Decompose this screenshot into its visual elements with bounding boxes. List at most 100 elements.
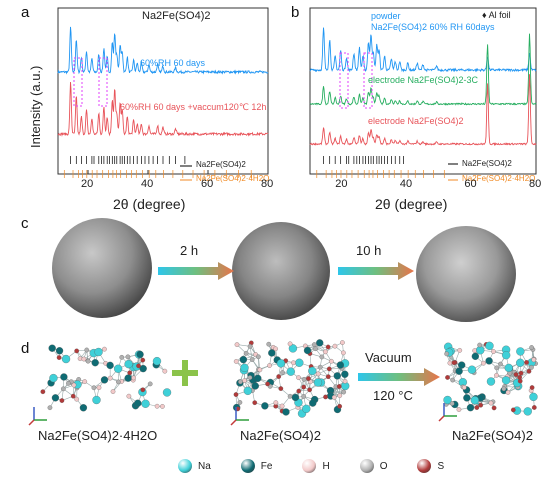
atom [100, 376, 109, 384]
atom [127, 370, 133, 376]
atom [265, 381, 270, 387]
atom [463, 394, 471, 402]
atom [471, 352, 479, 360]
chart-b-xlabel: 2θ (degree) [375, 196, 448, 212]
atom [113, 364, 123, 373]
atom [336, 384, 342, 389]
atom [312, 342, 317, 347]
atom [147, 381, 153, 387]
panel-letter-d: d [21, 340, 30, 357]
chart-a-xtick-labels: 20 40 60 80 [44, 178, 274, 192]
atom [136, 350, 144, 359]
atom [49, 373, 58, 383]
atom [61, 354, 71, 364]
atom [47, 405, 53, 411]
atom [325, 344, 331, 350]
atom [501, 376, 511, 385]
atom [510, 407, 516, 413]
atom [282, 408, 290, 416]
atom [523, 407, 532, 416]
chart-a-frame [57, 7, 269, 175]
sem-particle-2 [232, 222, 330, 320]
atom [291, 393, 300, 402]
atom [92, 395, 101, 405]
crystal-structure-anhydrous-1 [233, 339, 350, 418]
atom [341, 389, 347, 395]
atom [447, 360, 453, 366]
atom [74, 396, 80, 402]
atom [247, 343, 253, 349]
x-tick-label: 20 [81, 178, 94, 190]
atom [140, 387, 146, 393]
atom [162, 368, 168, 374]
atom [337, 403, 343, 409]
series-line-red [309, 74, 537, 147]
atom [488, 400, 494, 406]
b-powder: powder [371, 11, 401, 21]
atom [513, 372, 519, 377]
atom [126, 393, 132, 399]
chart-b-frame [309, 7, 537, 175]
atom [66, 381, 71, 386]
atom [247, 375, 253, 380]
atom [48, 344, 56, 352]
atom [504, 363, 513, 373]
atom [79, 404, 88, 412]
atom [251, 382, 259, 390]
atom [323, 349, 328, 355]
atom [481, 360, 486, 366]
b-legend-black: Na2Fe(SO4)2 [462, 159, 512, 168]
atom [450, 377, 455, 383]
atom [476, 346, 485, 355]
atom [461, 385, 467, 390]
atom [276, 359, 286, 368]
chart-b-xtick-labels: 20 40 60 80 [300, 178, 546, 192]
atom [529, 345, 534, 350]
atom [233, 359, 239, 364]
atom [256, 354, 261, 360]
x-tick-label: 80 [529, 178, 542, 190]
atom [342, 378, 348, 384]
plus-icon [172, 360, 198, 386]
atom [296, 388, 302, 394]
atom [470, 396, 479, 405]
atom [131, 375, 136, 381]
atom [261, 402, 269, 410]
atom [242, 378, 247, 383]
b-legend-orange: Na2Fe(SO4)2·4H2O [462, 174, 536, 183]
atom [152, 356, 162, 366]
atom [491, 349, 496, 354]
b-al-foil: ♦ Al foil [482, 10, 511, 20]
vacuum-arrow [358, 368, 440, 386]
atom-sphere-icon [302, 459, 317, 473]
x-tick-label: 60 [464, 178, 477, 190]
atom [140, 357, 146, 363]
atom [239, 356, 248, 364]
crystal-structure-hydrate [40, 344, 172, 412]
atom [273, 400, 279, 405]
atom [139, 364, 147, 373]
arrow-2h-label: 2 h [180, 243, 199, 258]
sem-particle-3 [416, 226, 516, 322]
vacuum-label: Vacuum [365, 350, 412, 365]
atom [273, 346, 278, 352]
atom [443, 395, 452, 405]
atom-legend-label: H [322, 460, 330, 472]
atom [60, 373, 68, 381]
atom-legend-item: Na [178, 459, 211, 473]
atom [498, 361, 503, 367]
highlight-box-1 [339, 52, 349, 109]
atom [288, 344, 298, 353]
atom [467, 365, 477, 374]
a-legend-orange: Na2Fe(SO4)2·4H2O [196, 174, 270, 183]
x-tick-label: 80 [261, 178, 274, 190]
atom [458, 361, 466, 369]
atom [317, 364, 323, 370]
atom [315, 371, 321, 377]
atom-legend-label: O [379, 460, 388, 472]
atom [444, 351, 450, 357]
atom [134, 399, 142, 407]
y-axis-label: Intensity (a.u.) [28, 65, 43, 148]
atom-legend-label: Fe [260, 460, 273, 472]
x-tick-label: 60 [201, 178, 214, 190]
